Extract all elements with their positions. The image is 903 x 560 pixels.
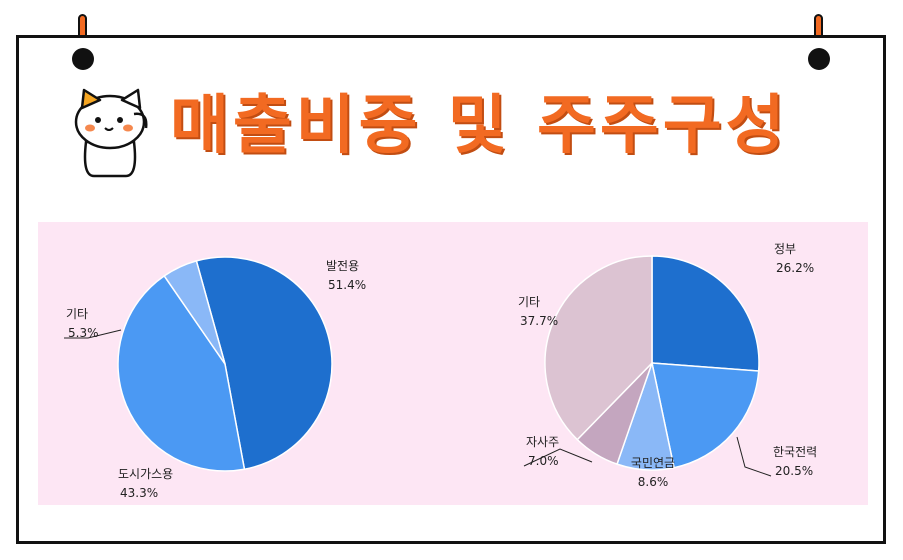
pie-slice	[651, 362, 760, 469]
slice-value-label: 37.7%	[520, 314, 558, 328]
slice-value-label: 7.0%	[528, 454, 559, 468]
slice-category-label: 자사주	[526, 435, 559, 449]
slice-value-label: 5.3%	[68, 326, 99, 340]
binder-ring-right	[808, 48, 830, 70]
slice-value-label: 43.3%	[120, 486, 158, 500]
slice-value-label: 51.4%	[328, 278, 366, 292]
slice-category-label: 정부	[774, 242, 796, 256]
slice-category-label: 발전용	[326, 259, 359, 273]
leader-line	[523, 448, 593, 467]
revenue-pie-chart: 발전용 51.4% 도시가스용 43.3% 기타 5.3%	[64, 256, 366, 500]
pie-slice	[651, 255, 760, 372]
slice-category-label: 기타	[518, 295, 540, 309]
slice-value-label: 20.5%	[775, 464, 813, 478]
slice-category-label: 도시가스용	[118, 467, 173, 481]
pie-slice	[195, 256, 333, 471]
pie-slice	[117, 274, 246, 472]
pie-slice	[544, 255, 653, 441]
cat-mascot-icon	[68, 84, 154, 184]
slice-value-label: 26.2%	[776, 261, 814, 275]
slice-category-label: 국민연금	[631, 456, 675, 470]
slice-category-label: 한국전력	[773, 445, 817, 459]
page-title: 매출비중 및 주주구성	[170, 89, 789, 163]
slice-value-label: 8.6%	[638, 475, 669, 489]
slice-category-label: 기타	[66, 307, 88, 321]
leader-line	[736, 436, 772, 477]
leader-line	[64, 329, 122, 339]
binder-ring-left	[72, 48, 94, 70]
shareholder-pie-chart: 정부 26.2% 한국전력 20.5% 국민연금 8.6% 자사주 7.0% 기타 37.7%	[518, 242, 817, 489]
pie-slice	[163, 259, 226, 365]
